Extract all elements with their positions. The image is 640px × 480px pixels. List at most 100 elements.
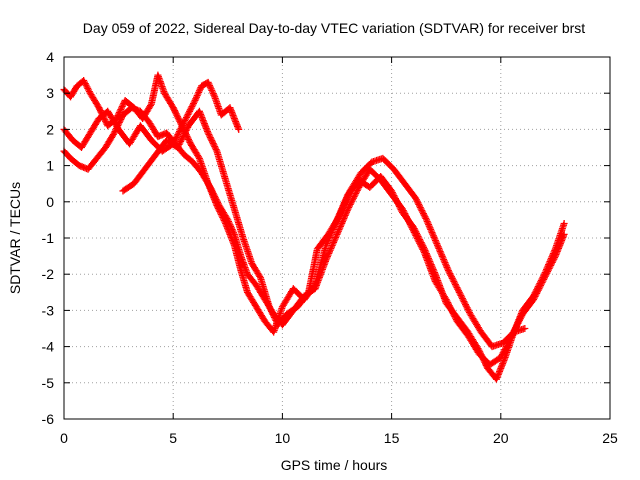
data-point-marker	[414, 236, 422, 244]
data-point-marker	[336, 222, 344, 230]
data-point-marker	[326, 246, 334, 254]
data-point-marker	[119, 101, 127, 109]
data-point-marker	[116, 117, 124, 125]
data-point-marker	[96, 105, 104, 113]
data-point-marker	[210, 91, 218, 99]
data-point-marker	[422, 214, 430, 222]
data-point-marker	[256, 272, 264, 280]
data-point-marker	[336, 211, 344, 219]
data-point-marker	[400, 208, 408, 216]
data-point-marker	[349, 194, 357, 202]
data-point-marker	[170, 105, 178, 113]
data-point-marker	[416, 203, 424, 211]
data-point-marker	[427, 227, 435, 235]
y-tick-label: -6	[42, 411, 55, 427]
data-point-marker	[341, 200, 349, 208]
data-point-marker	[425, 222, 433, 230]
data-point-marker	[456, 290, 464, 298]
data-point-marker	[117, 115, 125, 123]
data-point-marker	[80, 78, 88, 86]
data-point-marker	[208, 186, 216, 194]
data-point-marker	[206, 183, 214, 191]
data-point-marker	[407, 222, 415, 230]
data-point-marker	[207, 85, 215, 93]
data-point-marker	[513, 321, 521, 329]
data-point-marker	[351, 191, 359, 199]
data-point-marker	[208, 137, 216, 145]
data-point-marker	[426, 224, 434, 232]
data-point-marker	[205, 80, 213, 88]
data-point-marker	[172, 110, 180, 118]
data-point-marker	[548, 260, 555, 268]
data-point-marker	[188, 103, 196, 111]
data-point-marker	[225, 218, 233, 226]
data-point-marker	[537, 282, 545, 290]
data-point-marker	[548, 258, 556, 266]
data-point-marker	[193, 92, 201, 100]
data-point-marker	[194, 90, 202, 98]
data-point-marker	[551, 254, 559, 262]
data-point-marker	[174, 144, 182, 151]
data-point-marker	[223, 214, 231, 222]
data-point-marker	[420, 211, 428, 219]
data-point-marker	[187, 104, 195, 112]
data-point-marker	[448, 308, 456, 316]
y-tick-labels: 4 3 2 1 0 -1 -2 -3 -4 -5 -6	[42, 49, 55, 427]
data-point-marker	[457, 291, 465, 299]
data-point-marker	[406, 219, 414, 227]
data-point-marker	[209, 188, 217, 196]
y-tick-label: -2	[42, 266, 55, 282]
data-points	[60, 71, 568, 383]
data-point-marker	[498, 352, 506, 360]
data-point-marker	[449, 276, 457, 284]
data-point-marker	[409, 225, 417, 233]
data-point-marker	[462, 302, 470, 310]
data-point-marker	[463, 304, 471, 312]
data-point-marker	[101, 116, 109, 124]
data-point-marker	[455, 287, 463, 295]
data-point-marker	[437, 249, 445, 257]
y-tick-label: 1	[46, 158, 54, 174]
data-point-marker	[447, 271, 455, 279]
data-point-marker	[228, 226, 236, 234]
data-point-marker	[180, 131, 188, 139]
data-point-marker	[96, 107, 104, 115]
data-point-marker	[347, 199, 355, 207]
data-point-marker	[227, 222, 235, 230]
data-point-marker	[345, 189, 353, 197]
data-point-marker	[345, 203, 353, 211]
data-point-marker	[209, 140, 217, 148]
data-point-marker	[417, 205, 425, 213]
data-point-marker	[209, 189, 217, 197]
data-point-marker	[451, 281, 459, 289]
data-point-marker	[453, 284, 461, 292]
data-point-marker	[115, 109, 123, 117]
x-tick-labels: 0 5 10 15 20 25	[60, 430, 618, 446]
data-point-marker	[174, 142, 182, 150]
data-point-marker	[346, 200, 354, 208]
data-point-marker	[441, 259, 449, 267]
data-point-marker	[408, 224, 416, 232]
data-point-marker	[542, 271, 550, 279]
data-point-marker	[444, 265, 452, 273]
data-point-marker	[304, 290, 312, 298]
data-point-marker	[344, 192, 352, 200]
data-point-marker	[169, 104, 177, 112]
data-point-marker	[348, 197, 356, 205]
data-point-marker	[399, 205, 407, 213]
data-point-marker	[337, 208, 345, 216]
data-point-marker	[341, 211, 349, 219]
x-tick-label: 15	[384, 430, 400, 446]
data-point-marker	[195, 153, 203, 161]
data-point-marker	[205, 131, 213, 139]
data-point-marker	[338, 219, 346, 227]
data-point-marker	[212, 195, 220, 203]
data-point-marker	[181, 130, 189, 138]
data-point-marker	[465, 307, 473, 315]
data-point-marker	[420, 247, 428, 255]
data-point-marker	[549, 257, 557, 265]
data-point-marker	[353, 188, 360, 196]
data-point-marker	[184, 135, 192, 143]
data-point-marker	[352, 190, 360, 198]
data-point-marker	[342, 210, 350, 218]
